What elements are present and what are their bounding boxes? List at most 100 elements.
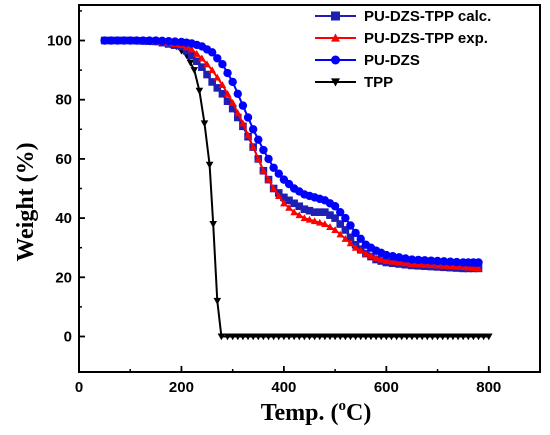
- data-point: [145, 36, 154, 45]
- data-point: [243, 113, 253, 122]
- data-point: [336, 333, 345, 341]
- y-tick-label: 40: [55, 210, 72, 227]
- data-point: [305, 333, 314, 341]
- data-point: [190, 67, 199, 74]
- plot-frame: [78, 4, 541, 373]
- x-axis-title: Temp. (oC): [261, 398, 372, 426]
- data-point: [193, 50, 201, 57]
- data-point: [331, 214, 339, 222]
- data-point: [239, 119, 247, 127]
- data-point: [341, 226, 350, 234]
- data-point: [290, 333, 298, 341]
- data-point: [426, 256, 436, 265]
- data-point: [223, 68, 232, 78]
- data-point: [395, 258, 403, 266]
- data-point: [106, 36, 116, 45]
- data-point: [238, 101, 248, 110]
- data-point: [164, 37, 173, 46]
- data-point: [305, 206, 314, 215]
- legend-marker: [331, 11, 340, 21]
- data-point: [351, 228, 360, 238]
- data-point: [394, 253, 404, 262]
- data-point: [397, 333, 406, 341]
- series-line: [104, 39, 479, 264]
- data-point: [423, 333, 432, 341]
- data-point: [195, 87, 204, 95]
- data-point: [269, 184, 278, 192]
- data-point: [249, 333, 257, 341]
- data-point: [484, 333, 493, 341]
- data-point: [356, 234, 365, 244]
- data-point: [186, 59, 195, 67]
- data-point: [372, 333, 380, 341]
- data-point: [387, 333, 396, 341]
- data-point: [414, 255, 423, 265]
- data-point: [331, 333, 339, 341]
- data-point: [377, 255, 386, 263]
- y-tick-label: 80: [55, 92, 72, 109]
- data-point: [452, 257, 461, 267]
- y-tick-label: 20: [55, 269, 72, 286]
- legend: PU-DZS-TPP calc. PU-DZS-TPP exp. PU-DZS TPP: [315, 8, 491, 91]
- legend-label: PU-DZS-TPP calc.: [364, 8, 491, 25]
- legend-entry-2: PU-DZS: [315, 52, 420, 69]
- data-point: [392, 333, 401, 341]
- data-point: [274, 333, 283, 341]
- data-point: [300, 205, 309, 214]
- data-point: [217, 333, 226, 341]
- data-point: [223, 97, 232, 105]
- data-point: [200, 120, 209, 128]
- data-point: [233, 333, 242, 341]
- data-point: [459, 333, 467, 341]
- data-point: [341, 333, 350, 341]
- data-point: [233, 113, 242, 122]
- series-2: [100, 36, 483, 267]
- x-tick-label: 200: [169, 379, 194, 396]
- data-point: [274, 192, 283, 199]
- data-point: [367, 252, 375, 259]
- data-point: [446, 257, 455, 266]
- data-point: [331, 226, 339, 233]
- data-point: [218, 81, 227, 88]
- data-point: [464, 263, 473, 271]
- data-point: [254, 333, 263, 341]
- data-point: [244, 333, 252, 341]
- series-line: [104, 39, 479, 270]
- data-point: [244, 131, 252, 139]
- x-axis-title-main: Temp. (: [261, 400, 339, 426]
- legend-entry-3: TPP: [315, 74, 393, 91]
- data-point: [213, 73, 222, 81]
- data-point: [433, 333, 442, 341]
- data-point: [403, 333, 411, 341]
- data-point: [401, 254, 410, 263]
- data-point: [305, 215, 314, 223]
- data-point: [259, 333, 268, 341]
- tick-labels: 0 200 400 600 800 0 20 40 60 80 100: [47, 33, 501, 396]
- data-point: [198, 63, 206, 71]
- data-point: [382, 333, 391, 341]
- legend-marker: [331, 33, 340, 42]
- data-point: [218, 59, 227, 69]
- data-point: [280, 193, 288, 202]
- data-point: [280, 333, 288, 341]
- x-tick-label: 0: [75, 379, 83, 396]
- data-point: [428, 333, 437, 341]
- data-point: [205, 161, 214, 169]
- data-point: [228, 333, 237, 341]
- data-point: [346, 333, 355, 341]
- data-point: [433, 256, 442, 266]
- data-point: [208, 78, 216, 86]
- data-point: [310, 217, 319, 225]
- data-point: [377, 333, 386, 341]
- y-tick-label: 0: [64, 328, 72, 345]
- data-point: [285, 203, 293, 211]
- data-point: [207, 48, 217, 57]
- data-point: [233, 109, 242, 117]
- data-point: [295, 202, 304, 211]
- data-point: [213, 54, 222, 63]
- data-point: [274, 169, 283, 178]
- data-point: [444, 333, 452, 341]
- data-point: [315, 208, 324, 216]
- data-point: [310, 208, 319, 216]
